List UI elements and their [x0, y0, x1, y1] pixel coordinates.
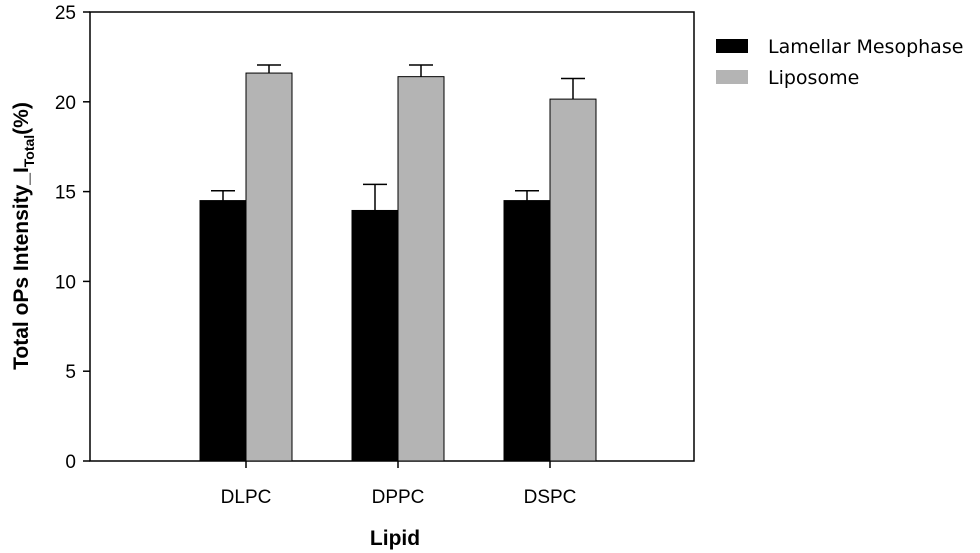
bar-lamellar-mesophase-dspc — [503, 200, 551, 462]
legend: Lamellar Mesophase Liposome — [716, 36, 963, 89]
x-axis-ticks: DLPC DPPC DSPC — [221, 461, 577, 508]
y-tick-label: 25 — [55, 3, 76, 24]
y-tick-label: 0 — [65, 452, 76, 473]
x-tick-label: DSPC — [524, 487, 577, 508]
legend-label-liposome: Liposome — [768, 67, 859, 89]
y-axis-title: Total oPs Intensity_ITotal(%) — [10, 102, 37, 370]
bars — [199, 64, 597, 462]
legend-swatch-liposome — [716, 70, 748, 84]
x-tick-label: DLPC — [221, 487, 272, 508]
y-tick-label: 15 — [55, 183, 76, 204]
bar-lamellar-mesophase-dppc — [351, 209, 399, 462]
legend-label-lamellar-mesophase: Lamellar Mesophase — [768, 36, 963, 58]
x-axis-title: Lipid — [370, 527, 420, 550]
y-tick-label: 10 — [55, 272, 76, 293]
y-tick-label: 20 — [55, 93, 76, 114]
bar-lamellar-mesophase-dlpc — [199, 200, 247, 462]
bar-liposome-dlpc — [245, 72, 293, 462]
bar-liposome-dppc — [397, 76, 445, 462]
x-tick-label: DPPC — [372, 487, 425, 508]
y-tick-label: 5 — [65, 362, 76, 383]
legend-swatch-lamellar-mesophase — [716, 39, 748, 53]
y-axis-ticks: 0 5 10 15 20 25 — [55, 3, 90, 473]
y-axis-title-subscript: Total — [21, 135, 37, 167]
bar-liposome-dspc — [549, 98, 597, 462]
